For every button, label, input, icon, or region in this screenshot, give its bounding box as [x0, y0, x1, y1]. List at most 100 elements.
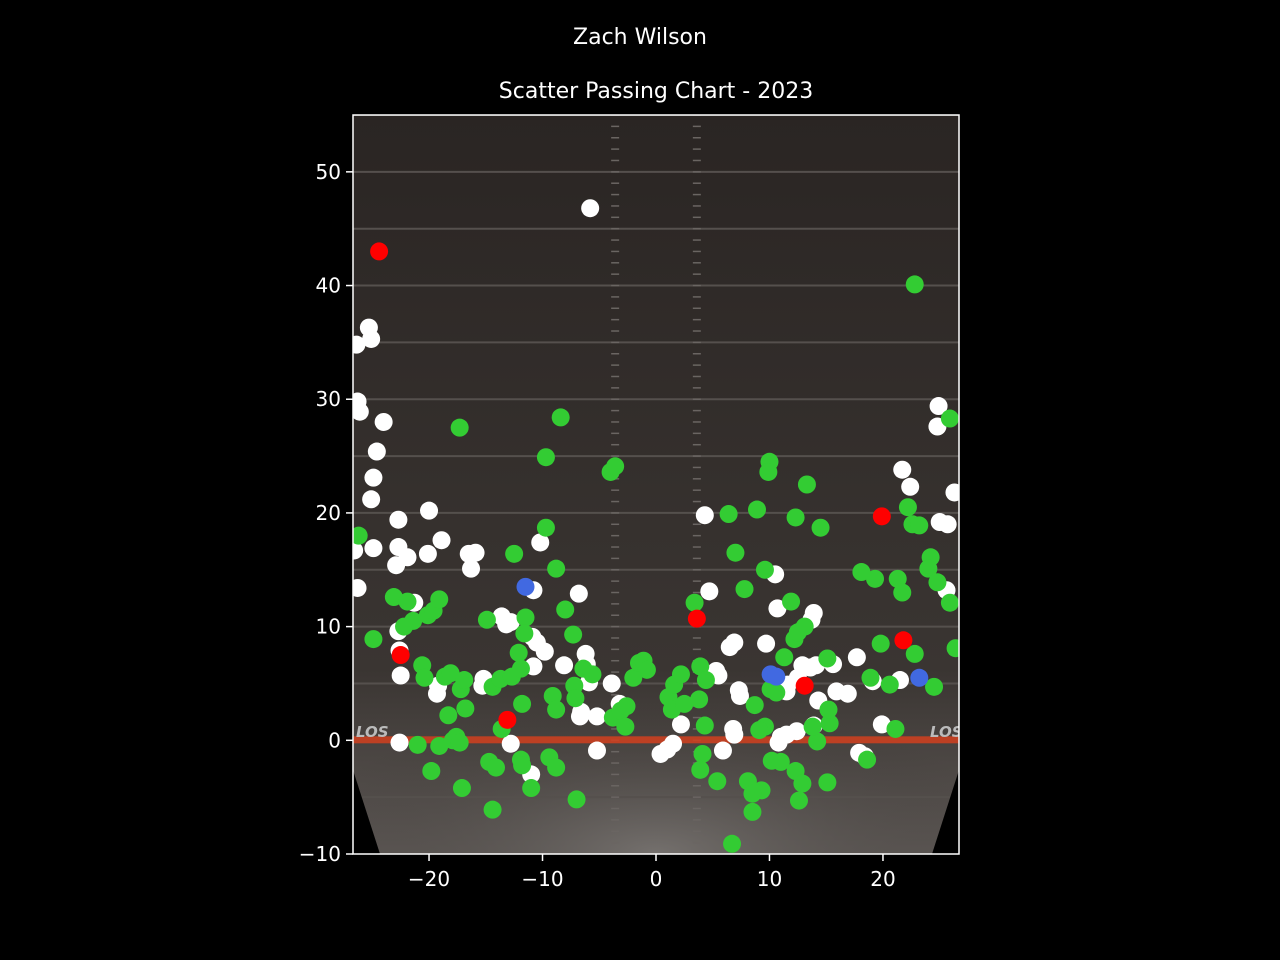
scatter-point	[522, 779, 541, 798]
scatter-point	[872, 715, 891, 734]
scatter-point	[713, 741, 732, 760]
scatter-point	[498, 710, 517, 729]
scatter-point	[940, 593, 959, 612]
scatter-point	[691, 657, 710, 676]
scatter-point	[353, 541, 364, 560]
scatter-point	[367, 442, 386, 461]
scatter-point	[547, 559, 566, 578]
scatter-point	[789, 791, 808, 810]
scatter-point	[389, 510, 408, 529]
scatter-point	[938, 515, 957, 534]
scatter-point	[745, 696, 764, 715]
scatter-point	[888, 569, 907, 588]
scatter-point	[353, 526, 368, 545]
scatter-point	[486, 758, 505, 777]
scatter-point	[531, 533, 550, 552]
scatter-point	[452, 779, 471, 798]
scatter-point	[439, 706, 458, 725]
scatter-point	[513, 756, 532, 775]
scatter-point	[390, 733, 409, 752]
scatter-point	[362, 329, 381, 348]
scatter-point	[602, 674, 621, 693]
scatter-point	[466, 543, 485, 562]
scatter-point	[483, 800, 502, 819]
scatter-point	[671, 665, 690, 684]
scatter-point	[387, 556, 406, 575]
y-tick-label: 30	[316, 387, 341, 411]
scatter-point	[581, 199, 600, 218]
scatter-point	[771, 752, 790, 771]
scatter-point	[555, 656, 574, 675]
scatter-point	[929, 397, 948, 416]
scatter-point	[852, 563, 871, 582]
scatter-point	[735, 580, 754, 599]
scatter-point	[450, 733, 469, 752]
scatter-point	[919, 559, 938, 578]
scatter-point	[768, 599, 787, 618]
scatter-points	[353, 199, 959, 853]
scatter-point	[432, 531, 451, 550]
scatter-point	[415, 668, 434, 687]
scatter-point	[509, 643, 528, 662]
field-edge-left	[353, 770, 380, 854]
scatter-point	[693, 744, 712, 763]
scatter-point	[793, 774, 812, 793]
scatter-point	[543, 686, 562, 705]
y-tick-label: 10	[316, 615, 341, 639]
scatter-point	[725, 633, 744, 652]
x-tick-label: −10	[521, 867, 563, 891]
scatter-point	[570, 707, 589, 726]
scatter-point	[838, 684, 857, 703]
scatter-point	[430, 590, 449, 609]
scatter-point	[441, 664, 460, 683]
scatter-point	[606, 457, 625, 476]
los-label-right: LOS	[930, 723, 963, 741]
scatter-point	[455, 671, 474, 690]
scatter-point	[905, 644, 924, 663]
scatter-point	[886, 719, 905, 738]
scatter-point	[743, 802, 762, 821]
scatter-point	[767, 683, 786, 702]
scatter-point	[587, 707, 606, 726]
scatter-point	[786, 508, 805, 527]
scatter-point	[700, 582, 719, 601]
scatter-point	[535, 642, 554, 661]
scatter-point	[391, 666, 410, 685]
scatter-point	[353, 402, 369, 421]
scatter-point	[353, 578, 367, 597]
scatter-point	[946, 639, 959, 658]
scatter-point	[750, 721, 769, 740]
scatter-point	[547, 758, 566, 777]
scatter-point	[564, 625, 583, 644]
scatter-point	[427, 684, 446, 703]
scatter-point	[374, 412, 393, 431]
scatter-point	[872, 507, 891, 526]
scatter-point	[587, 741, 606, 760]
scatter-point	[795, 676, 814, 695]
scatter-point	[364, 630, 383, 649]
scatter-point	[898, 498, 917, 517]
scatter-point	[861, 668, 880, 687]
scatter-point	[755, 560, 774, 579]
scatter-point	[743, 784, 762, 803]
scatter-point	[940, 409, 959, 428]
scatter-point	[566, 689, 585, 708]
scatter-point	[516, 577, 535, 596]
x-tick-label: 20	[870, 867, 895, 891]
x-tick-label: 0	[650, 867, 663, 891]
scatter-point	[583, 665, 602, 684]
chart-title: Scatter Passing Chart - 2023	[499, 79, 813, 104]
scatter-point	[820, 714, 839, 733]
field-edge-right	[932, 770, 959, 854]
scatter-point	[501, 734, 520, 753]
scatter-point	[501, 613, 520, 632]
scatter-point	[730, 686, 749, 705]
scatter-point	[818, 649, 837, 668]
scatter-point	[808, 732, 827, 751]
scatter-point	[725, 725, 744, 744]
scatter-point	[858, 750, 877, 769]
scatter-point	[536, 448, 555, 467]
scatter-point	[866, 569, 885, 588]
scatter-point	[696, 671, 715, 690]
scatter-point	[687, 609, 706, 628]
